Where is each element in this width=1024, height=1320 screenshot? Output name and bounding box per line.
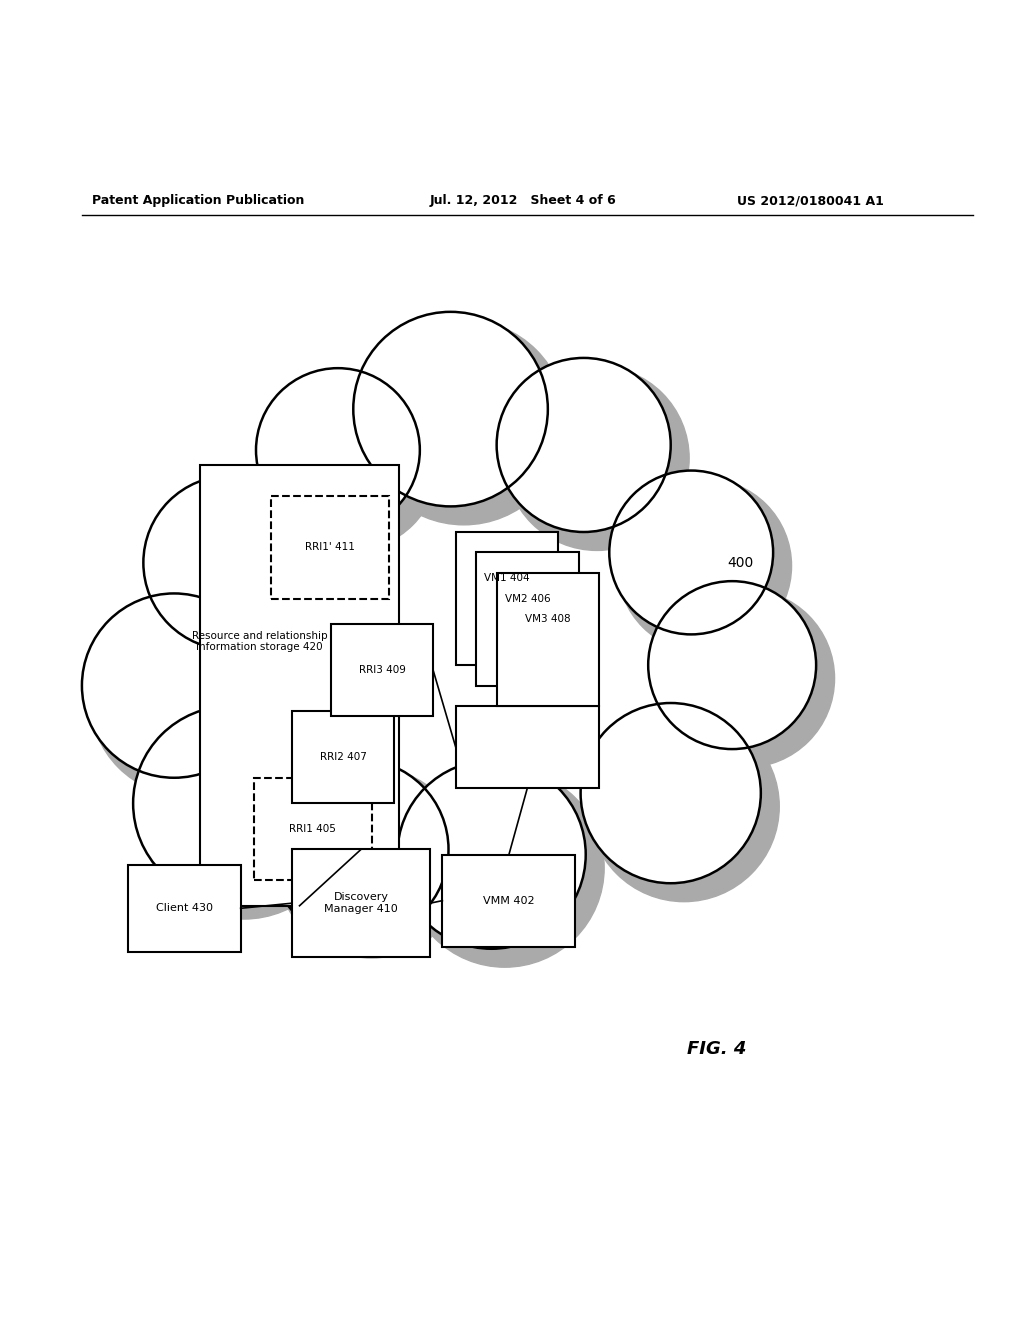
- Text: RRI1' 411: RRI1' 411: [305, 543, 355, 552]
- FancyBboxPatch shape: [128, 865, 241, 952]
- FancyBboxPatch shape: [254, 777, 372, 880]
- Circle shape: [589, 711, 779, 902]
- FancyBboxPatch shape: [442, 854, 575, 946]
- Circle shape: [656, 589, 835, 767]
- FancyBboxPatch shape: [476, 553, 579, 685]
- Text: Discovery
Manager 410: Discovery Manager 410: [324, 892, 398, 913]
- Circle shape: [581, 704, 761, 883]
- Circle shape: [505, 366, 689, 550]
- Circle shape: [648, 581, 816, 748]
- Text: VM2 406: VM2 406: [505, 594, 550, 603]
- FancyBboxPatch shape: [292, 711, 394, 804]
- Text: Jul. 12, 2012   Sheet 4 of 6: Jul. 12, 2012 Sheet 4 of 6: [430, 194, 616, 207]
- Circle shape: [141, 714, 346, 919]
- Circle shape: [264, 376, 438, 550]
- Circle shape: [133, 706, 328, 900]
- FancyBboxPatch shape: [200, 466, 399, 906]
- Text: FIG. 4: FIG. 4: [687, 1040, 746, 1059]
- Circle shape: [406, 768, 604, 968]
- Circle shape: [497, 358, 671, 532]
- FancyBboxPatch shape: [331, 624, 433, 717]
- Text: 400: 400: [727, 556, 754, 570]
- Circle shape: [82, 594, 266, 777]
- Text: US 2012/0180041 A1: US 2012/0180041 A1: [737, 194, 884, 207]
- Circle shape: [361, 319, 566, 525]
- Text: VMM 402: VMM 402: [483, 896, 535, 906]
- FancyBboxPatch shape: [271, 496, 389, 598]
- Text: Resource and relationship
information storage 420: Resource and relationship information st…: [191, 631, 328, 652]
- FancyBboxPatch shape: [456, 532, 558, 665]
- Circle shape: [609, 470, 773, 635]
- Text: VM3 408: VM3 408: [525, 614, 570, 624]
- FancyBboxPatch shape: [456, 706, 599, 788]
- Text: Client 430: Client 430: [156, 903, 213, 913]
- Text: VM1 404: VM1 404: [484, 573, 529, 583]
- Text: RRI1 405: RRI1 405: [290, 824, 336, 834]
- Text: RRI2 407: RRI2 407: [319, 752, 367, 762]
- Circle shape: [276, 767, 467, 958]
- FancyBboxPatch shape: [292, 850, 430, 957]
- Text: RRI3 409: RRI3 409: [358, 665, 406, 676]
- Circle shape: [152, 484, 336, 668]
- Circle shape: [397, 760, 586, 949]
- Circle shape: [268, 759, 449, 940]
- FancyBboxPatch shape: [497, 573, 599, 706]
- Circle shape: [617, 479, 792, 653]
- Circle shape: [256, 368, 420, 532]
- Circle shape: [143, 475, 317, 649]
- Text: Patent Application Publication: Patent Application Publication: [92, 194, 304, 207]
- Circle shape: [90, 602, 285, 796]
- Circle shape: [353, 312, 548, 507]
